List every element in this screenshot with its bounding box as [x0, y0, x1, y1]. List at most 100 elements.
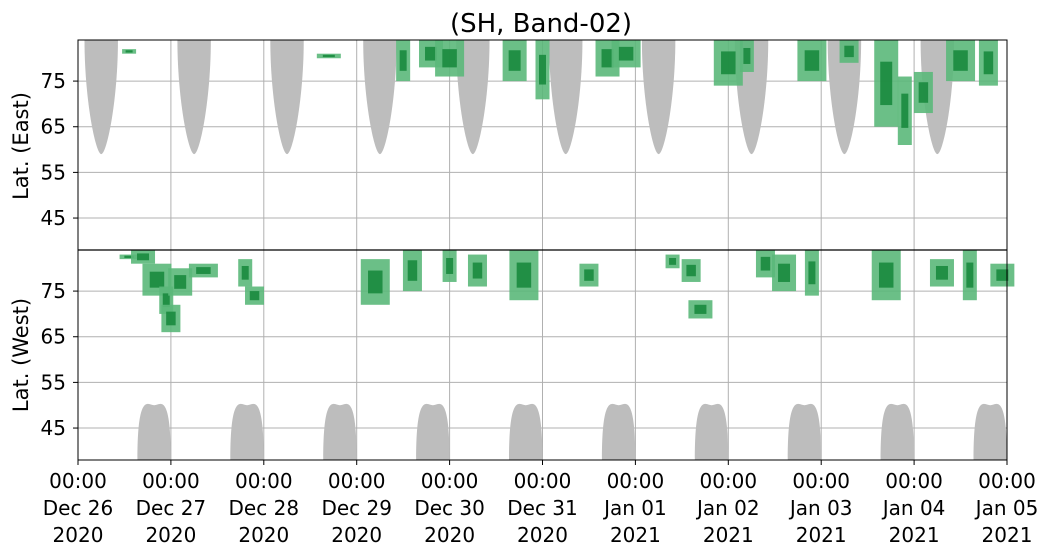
x-tick-time: 00:00	[421, 469, 479, 493]
y-axis-label-east: Lat. (East)	[9, 92, 33, 200]
x-tick-year: 2020	[53, 523, 104, 547]
daylight-lobe-east	[920, 40, 955, 155]
y-tick-label-west: 55	[41, 370, 66, 394]
x-tick-time: 00:00	[235, 469, 293, 493]
y-axis-label-west: Lat. (West)	[9, 298, 33, 412]
x-tick-date: Dec 26	[43, 496, 114, 520]
detection-core	[196, 267, 211, 274]
x-tick-time: 00:00	[142, 469, 200, 493]
detection-core	[174, 275, 187, 289]
x-tick-year: 2020	[424, 523, 475, 547]
daylight-lobe-west	[509, 403, 543, 460]
detection-core	[472, 262, 483, 279]
x-tick-time: 00:00	[792, 469, 850, 493]
detection-core	[760, 256, 771, 271]
detection-core	[804, 50, 820, 71]
x-tick-year: 2020	[517, 523, 568, 547]
detection-core	[162, 293, 170, 308]
y-tick-label-west: 65	[41, 325, 66, 349]
daylight-lobe-west	[694, 403, 729, 460]
detection-core	[399, 50, 407, 71]
y-tick-label-east: 75	[41, 69, 66, 93]
detection-core	[844, 45, 854, 58]
x-tick-year: 2020	[145, 523, 196, 547]
x-tick-date: Dec 28	[229, 496, 300, 520]
detection-core	[407, 260, 418, 281]
detection-core	[880, 61, 893, 106]
detection-core	[124, 255, 134, 258]
detection-core	[918, 82, 929, 103]
x-tick-year: 2021	[796, 523, 847, 547]
chart-title: (SH, Band-02)	[450, 9, 632, 39]
daylight-lobe-east	[549, 40, 583, 155]
x-tick-date: Dec 27	[136, 496, 207, 520]
daylight-lobe-east	[363, 40, 397, 155]
x-tick-year: 2021	[982, 523, 1033, 547]
daylight-lobe-east	[270, 40, 304, 155]
detection-core	[516, 262, 532, 288]
x-tick-time: 00:00	[885, 469, 943, 493]
detection-core	[669, 257, 677, 265]
y-tick-label-east: 65	[41, 115, 66, 139]
y-tick-label-west: 45	[41, 416, 66, 440]
x-tick-date: Dec 30	[414, 496, 485, 520]
x-tick-date: Dec 31	[507, 496, 578, 520]
detections	[119, 40, 1015, 333]
y-tick-label-west: 75	[41, 279, 66, 303]
daylight-lobe-west	[416, 403, 450, 460]
daylight-lobe-west	[601, 403, 636, 460]
detection-core	[983, 51, 994, 75]
daylight-lobe-east	[641, 40, 676, 155]
x-tick-labels: 00:00 Dec 26 2020 00:00 Dec 27 2020 00:00 Dec 2…	[43, 460, 1038, 547]
detection-core	[249, 291, 260, 301]
daylight-mask	[84, 40, 1007, 460]
daylight-lobe-west	[137, 403, 171, 460]
detection-core	[368, 270, 383, 294]
detection-core	[966, 262, 974, 288]
x-tick-date: Jan 04	[881, 496, 946, 520]
x-tick-date: Jan 02	[695, 496, 760, 520]
y-tick-label-east: 55	[41, 160, 66, 184]
detection-core	[322, 54, 335, 58]
x-tick-year: 2021	[703, 523, 754, 547]
detection-core	[743, 47, 751, 64]
detection-core	[694, 304, 707, 314]
detection-core	[808, 261, 816, 285]
detection-core	[878, 262, 894, 288]
detection-core	[996, 269, 1009, 281]
y-tick-labels: 45 55 65 75 75 65 55 45	[41, 69, 78, 440]
daylight-lobe-east	[84, 40, 118, 155]
detection-core	[508, 50, 521, 71]
x-tick-year: 2021	[889, 523, 940, 547]
detection-core	[778, 263, 791, 282]
x-tick-year: 2020	[331, 523, 382, 547]
x-tick-date: Jan 01	[602, 496, 667, 520]
daylight-lobe-east	[177, 40, 211, 155]
x-tick-time: 00:00	[514, 469, 572, 493]
daylight-lobe-west	[880, 403, 915, 460]
daylight-lobe-west	[323, 403, 357, 460]
x-tick-time: 00:00	[699, 469, 757, 493]
x-tick-date: Dec 29	[321, 496, 392, 520]
detection-core	[166, 311, 176, 326]
detection-core	[539, 54, 546, 85]
detection-core	[425, 46, 438, 61]
detection-core	[901, 93, 909, 128]
x-tick-time: 00:00	[49, 469, 107, 493]
x-tick-time: 00:00	[607, 469, 665, 493]
detection-core	[953, 50, 968, 71]
x-tick-year: 2021	[610, 523, 661, 547]
detection-core	[721, 51, 736, 75]
x-tick-time: 00:00	[328, 469, 386, 493]
daylight-lobe-west	[787, 403, 822, 460]
detection-core	[241, 265, 249, 280]
daylight-lobe-east	[456, 40, 490, 155]
detection-core	[137, 253, 150, 261]
detection-core	[125, 50, 133, 53]
daylight-lobe-east	[827, 40, 862, 155]
detection-core	[686, 264, 696, 277]
detection-core	[446, 257, 454, 274]
x-tick-time: 00:00	[978, 469, 1036, 493]
detection-core	[601, 49, 614, 68]
